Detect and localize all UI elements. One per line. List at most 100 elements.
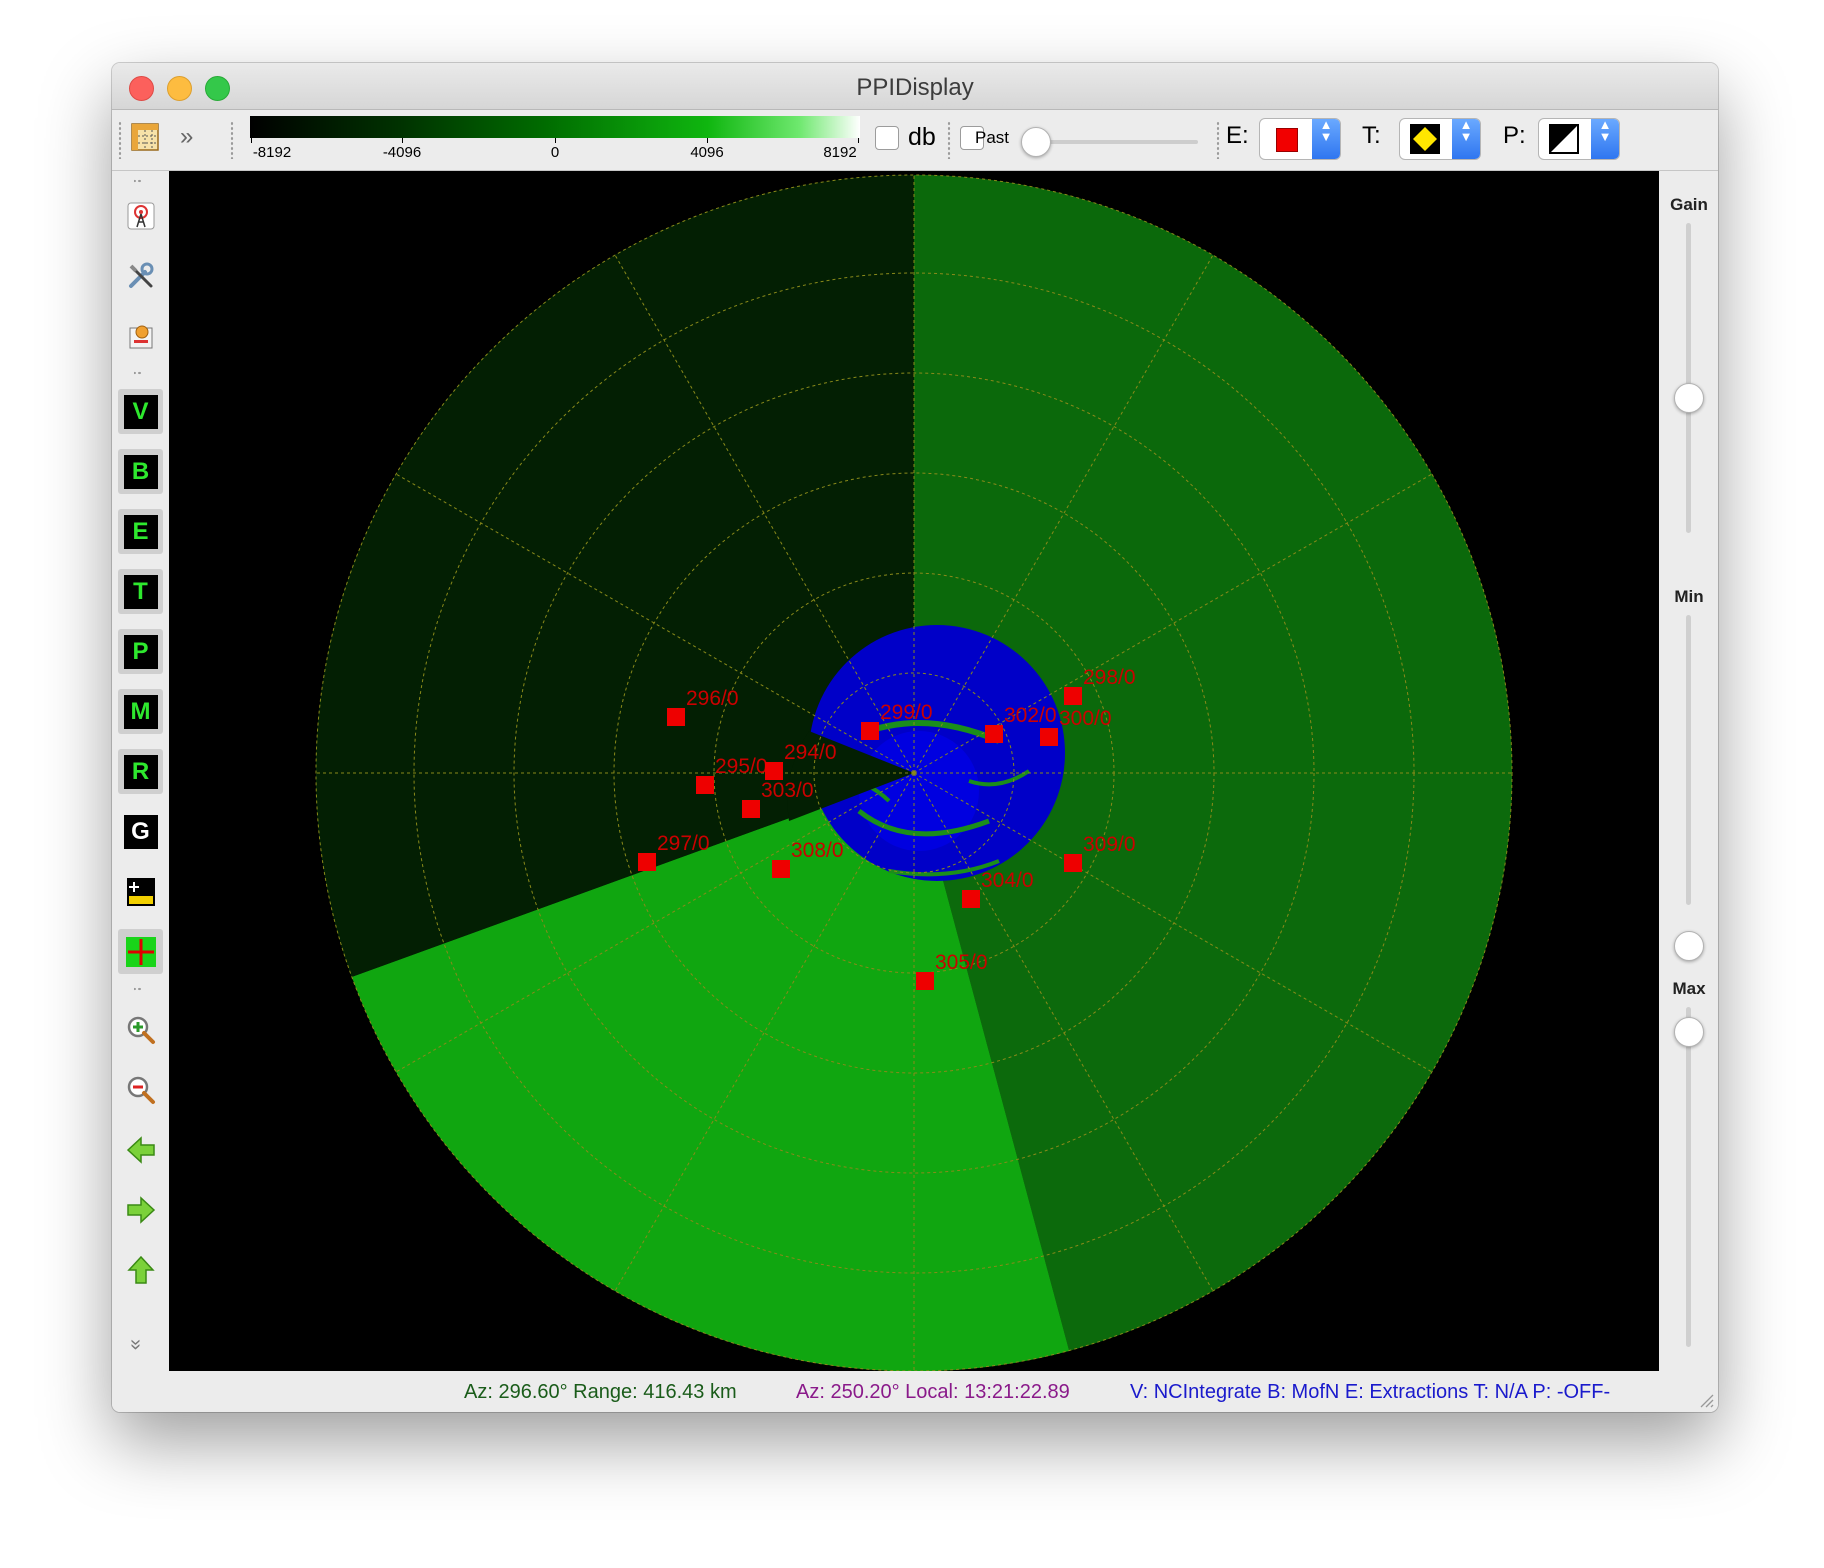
zoom-out-icon bbox=[127, 1076, 155, 1104]
track-label: 305/0 bbox=[935, 951, 988, 974]
track-marker[interactable]: 299/0 bbox=[861, 701, 933, 740]
track-style-combo[interactable]: ▲ ▼ bbox=[1399, 118, 1481, 160]
db-checkbox[interactable] bbox=[875, 126, 899, 150]
ppi-display-window: PPIDisplay » -8192 -4096 0 4096 8192 bbox=[112, 63, 1718, 1412]
cursor-readout-icon bbox=[126, 877, 155, 906]
chevron-updown-icon[interactable]: ▲ ▼ bbox=[1312, 119, 1340, 159]
track-marker[interactable]: 303/0 bbox=[742, 779, 814, 818]
min-slider-track[interactable] bbox=[1686, 615, 1691, 905]
yellow-diamond-icon bbox=[1410, 124, 1440, 154]
toolbar-grip[interactable] bbox=[134, 371, 142, 375]
toolbar-grip[interactable] bbox=[947, 121, 951, 159]
maximize-window-button[interactable] bbox=[205, 76, 230, 101]
track-square[interactable] bbox=[962, 890, 980, 908]
track-label: 297/0 bbox=[657, 832, 710, 855]
scale-tick bbox=[251, 138, 252, 143]
toolbar-grip[interactable] bbox=[134, 987, 142, 991]
e-label: E: bbox=[1226, 122, 1249, 149]
pan-left-button[interactable] bbox=[118, 1127, 163, 1172]
track-square[interactable] bbox=[1064, 687, 1082, 705]
track-square[interactable] bbox=[765, 762, 783, 780]
map-label: M bbox=[123, 694, 158, 729]
tools-button[interactable] bbox=[118, 253, 163, 298]
cursor-position-readout: Az: 296.60° Range: 416.43 km bbox=[464, 1381, 737, 1403]
track-label: 302/0 bbox=[1004, 704, 1057, 727]
resize-grip-icon[interactable] bbox=[1696, 1390, 1714, 1408]
azimuth-lines bbox=[316, 175, 1512, 1371]
toolbar-grip[interactable] bbox=[230, 121, 234, 159]
clutter-core bbox=[859, 731, 979, 851]
ppi-radar-display[interactable]: 296/0 298/0 299/0 302/0 300/0 295/0 294/0 303/0… bbox=[169, 171, 1659, 1372]
minimize-window-button[interactable] bbox=[167, 76, 192, 101]
track-marker[interactable]: 294/0 bbox=[765, 741, 837, 780]
overflow-chevron-down-icon[interactable]: » bbox=[125, 1338, 148, 1351]
track-marker[interactable]: 300/0 bbox=[1040, 707, 1112, 746]
binary-toggle-button[interactable]: B bbox=[118, 449, 163, 494]
past-label: Past bbox=[975, 128, 1010, 147]
track-marker[interactable]: 298/0 bbox=[1064, 666, 1136, 705]
radar-canvas[interactable]: 296/0 298/0 299/0 302/0 300/0 295/0 294/0 303/0… bbox=[169, 171, 1659, 1372]
toolbar-grip[interactable] bbox=[118, 121, 122, 159]
track-square[interactable] bbox=[667, 708, 685, 726]
past-checkbox[interactable] bbox=[960, 126, 984, 150]
plots-label: P bbox=[123, 634, 158, 669]
layout-grid-icon[interactable] bbox=[128, 120, 162, 159]
map-toggle-button[interactable]: M bbox=[118, 689, 163, 734]
track-square[interactable] bbox=[742, 800, 760, 818]
clipboard-settings-icon bbox=[129, 325, 152, 348]
color-scale-gradient bbox=[250, 116, 860, 138]
track-marker[interactable]: 305/0 bbox=[916, 951, 988, 990]
grid-toggle-button[interactable]: G bbox=[118, 809, 163, 854]
max-slider-handle[interactable] bbox=[1674, 1017, 1704, 1047]
overflow-chevron-icon[interactable]: » bbox=[180, 123, 194, 150]
min-slider-handle[interactable] bbox=[1674, 931, 1704, 961]
video-toggle-button[interactable]: V bbox=[118, 389, 163, 434]
extraction-style-combo[interactable]: ▲ ▼ bbox=[1259, 118, 1341, 160]
track-square[interactable] bbox=[861, 722, 879, 740]
radar-config-button[interactable] bbox=[118, 193, 163, 238]
track-marker[interactable]: 296/0 bbox=[667, 687, 739, 726]
track-square[interactable] bbox=[916, 972, 934, 990]
range-rings-toggle-button[interactable]: R bbox=[118, 749, 163, 794]
past-slider-track[interactable] bbox=[1030, 140, 1198, 144]
track-marker[interactable]: 302/0 bbox=[985, 704, 1057, 743]
track-marker[interactable]: 304/0 bbox=[962, 869, 1034, 908]
track-marker[interactable]: 308/0 bbox=[772, 839, 844, 878]
past-slider-handle[interactable] bbox=[1021, 127, 1051, 157]
zoom-out-button[interactable] bbox=[118, 1067, 163, 1112]
left-toolbar: V B E T P M R G bbox=[112, 171, 168, 1373]
gain-slider-track[interactable] bbox=[1686, 223, 1691, 533]
settings-button[interactable] bbox=[118, 313, 163, 358]
plots-toggle-button[interactable]: P bbox=[118, 629, 163, 674]
toolbar-grip[interactable] bbox=[1216, 121, 1220, 159]
chevron-updown-icon[interactable]: ▲ ▼ bbox=[1452, 119, 1480, 159]
gain-slider-handle[interactable] bbox=[1674, 383, 1704, 413]
wrench-screwdriver-icon bbox=[128, 262, 153, 288]
toolbar-grip[interactable] bbox=[134, 179, 142, 183]
extractions-toggle-button[interactable]: E bbox=[118, 509, 163, 554]
max-label: Max bbox=[1672, 979, 1706, 998]
zoom-in-button[interactable] bbox=[118, 1007, 163, 1052]
chevron-updown-icon[interactable]: ▲ ▼ bbox=[1591, 119, 1619, 159]
cursor-readout-button[interactable] bbox=[118, 869, 163, 914]
track-square[interactable] bbox=[1064, 854, 1082, 872]
pan-right-button[interactable] bbox=[118, 1187, 163, 1232]
track-square[interactable] bbox=[985, 725, 1003, 743]
plot-style-combo[interactable]: ▲ ▼ bbox=[1538, 118, 1620, 160]
crosshair-toggle-button[interactable] bbox=[118, 929, 163, 974]
close-window-button[interactable] bbox=[129, 76, 154, 101]
track-square[interactable] bbox=[1040, 728, 1058, 746]
status-bar: Az: 296.60° Range: 416.43 km Az: 250.20°… bbox=[112, 1373, 1718, 1412]
track-marker[interactable]: 309/0 bbox=[1064, 833, 1136, 872]
video-label: V bbox=[123, 394, 158, 429]
track-square[interactable] bbox=[638, 853, 656, 871]
tracks-toggle-button[interactable]: T bbox=[118, 569, 163, 614]
max-slider-track[interactable] bbox=[1686, 1007, 1691, 1347]
track-marker[interactable]: 297/0 bbox=[638, 832, 710, 871]
pan-up-button[interactable] bbox=[118, 1247, 163, 1292]
black-white-triangle-icon bbox=[1549, 124, 1579, 154]
track-square[interactable] bbox=[772, 860, 790, 878]
clutter-streak bbox=[888, 859, 1000, 877]
track-square[interactable] bbox=[696, 776, 714, 794]
track-marker[interactable]: 295/0 bbox=[696, 755, 768, 794]
